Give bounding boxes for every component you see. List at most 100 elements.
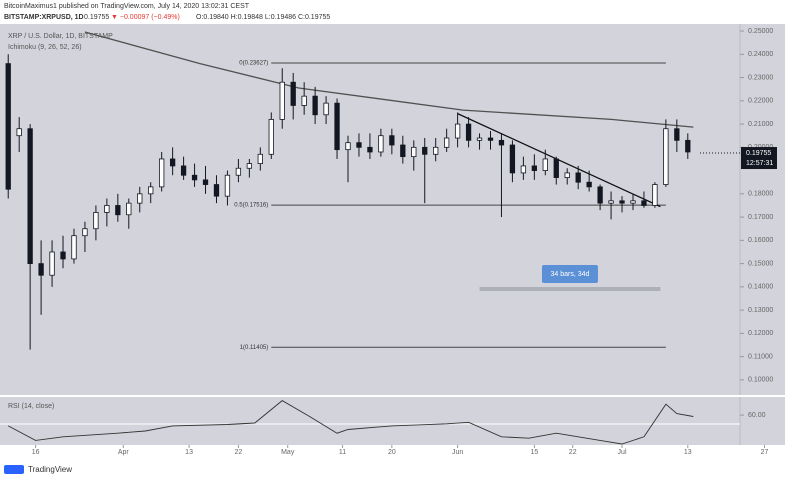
y-tick-label: 0.16000 xyxy=(748,237,773,244)
price-tag-label: 0.19755 xyxy=(746,150,771,157)
candle-body xyxy=(597,186,603,204)
candle-body xyxy=(389,135,395,146)
candle-body xyxy=(268,119,274,155)
chart-title: XRP / U.S. Dollar, 1D, BITSTAMP xyxy=(8,33,113,40)
candle-body xyxy=(290,81,296,106)
indicator-label: Ichimoku (9, 26, 52, 26) xyxy=(8,44,82,51)
x-tick-label: 15 xyxy=(530,449,538,456)
trend-line xyxy=(457,113,661,208)
y-tick-label: 0.21000 xyxy=(748,121,773,128)
y-tick-label: 0.18000 xyxy=(748,191,773,198)
y-tick-label: 0.17000 xyxy=(748,214,773,221)
x-tick-label: Jun xyxy=(452,449,463,456)
x-tick-label: 13 xyxy=(684,449,692,456)
moving-average xyxy=(84,31,694,128)
y-tick-label: 0.23000 xyxy=(748,74,773,81)
candle-body xyxy=(213,184,220,197)
candle-body xyxy=(487,137,494,141)
y-tick-label: 0.22000 xyxy=(748,98,773,105)
x-tick-label: 13 xyxy=(185,449,193,456)
candle-body xyxy=(356,142,362,148)
candle-body xyxy=(652,184,658,206)
candle-body xyxy=(367,146,373,153)
y-tick-label: 0.10000 xyxy=(748,377,773,384)
candle-body xyxy=(246,163,253,169)
candle-body xyxy=(411,146,417,158)
candle-body xyxy=(126,202,132,216)
candle-body xyxy=(301,95,307,106)
candle-body xyxy=(663,128,669,185)
fib-label: 0.5(0.17516) xyxy=(234,203,268,209)
candle-body xyxy=(202,179,209,185)
candle-body xyxy=(586,181,592,188)
footer-logo: TradingView xyxy=(28,465,72,474)
author-line: BitcoinMaximus1 published on TradingView… xyxy=(4,3,250,10)
candle-body xyxy=(159,158,165,188)
candle-body xyxy=(685,139,691,153)
candle-body xyxy=(169,158,176,167)
x-tick-label: 22 xyxy=(235,449,243,456)
x-tick-label: 22 xyxy=(569,449,577,456)
y-tick-label: 0.14000 xyxy=(748,284,773,291)
candle-body xyxy=(345,142,351,151)
x-tick-label: 20 xyxy=(388,449,396,456)
x-tick-label: May xyxy=(281,449,295,456)
candle-body xyxy=(191,174,198,181)
candle-body xyxy=(49,251,55,276)
candle-body xyxy=(312,95,318,116)
candle-body xyxy=(279,81,285,120)
change: ▼ −0.00097 (−0.49%) xyxy=(111,14,180,21)
candle-body xyxy=(630,200,636,204)
y-tick-label: 0.11000 xyxy=(748,353,773,360)
rsi-line xyxy=(7,400,694,445)
candle-body xyxy=(148,186,154,195)
candle-body xyxy=(608,200,614,204)
candle-body xyxy=(509,144,516,174)
candle-body xyxy=(257,153,263,165)
candle-body xyxy=(82,228,88,237)
candle-body xyxy=(180,165,187,176)
candle-body xyxy=(553,158,559,178)
y-tick-label: 0.25000 xyxy=(748,28,773,35)
y-tick-label: 0.15000 xyxy=(748,260,773,267)
candle-body xyxy=(60,251,66,260)
candle-body xyxy=(5,63,11,190)
candle-body xyxy=(235,167,242,176)
candle-body xyxy=(542,158,548,171)
logo-icon xyxy=(4,465,24,474)
candle-body xyxy=(641,200,647,206)
candle-body xyxy=(93,212,99,230)
candle-body xyxy=(38,263,44,276)
candle-body xyxy=(323,102,329,116)
candle-body xyxy=(224,174,231,197)
candle-body xyxy=(444,137,450,148)
candle-body xyxy=(104,205,110,213)
candle-body xyxy=(422,146,428,155)
candle-body xyxy=(378,135,384,153)
rsi-tick-label: 60.00 xyxy=(748,412,766,419)
candle-body xyxy=(564,172,570,178)
candle-body xyxy=(334,102,340,151)
rsi-title: RSI (14, close) xyxy=(8,403,54,410)
candle-body xyxy=(476,137,483,141)
candle-body xyxy=(531,165,537,171)
candle-body xyxy=(498,139,505,146)
candle-body xyxy=(520,165,527,174)
measure-box xyxy=(541,265,598,283)
fib-label: 1(0.11405) xyxy=(240,345,269,351)
candle-body xyxy=(27,128,33,265)
last: 0.19755 xyxy=(84,14,109,21)
y-tick-label: 0.12000 xyxy=(748,330,773,337)
symbol: BITSTAMP:XRPUSD, 1D xyxy=(4,14,84,21)
candle-body xyxy=(575,172,581,183)
candle-body xyxy=(137,193,143,204)
x-tick-label: Apr xyxy=(118,449,130,456)
fib-label: 0(0.23627) xyxy=(239,61,268,67)
candle-body xyxy=(400,144,406,158)
measure-bar xyxy=(479,287,661,291)
candle-body xyxy=(674,128,680,141)
candle-body xyxy=(16,128,22,137)
candle-body xyxy=(71,235,77,260)
x-tick-label: 16 xyxy=(32,449,40,456)
